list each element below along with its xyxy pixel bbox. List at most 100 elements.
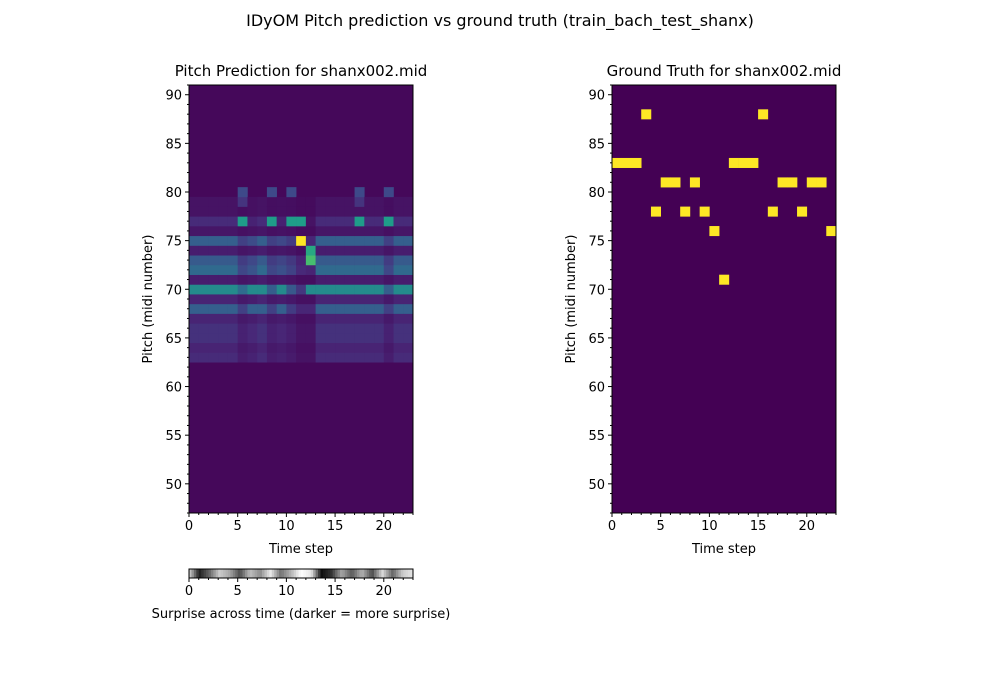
prediction-heatmap-cell <box>315 333 326 344</box>
surprise-strip-cell <box>232 569 236 578</box>
prediction-heatmap-cell <box>247 255 258 266</box>
surprise-strip-cell <box>313 569 317 578</box>
prediction-heatmap-cell <box>237 294 248 305</box>
prediction-heatmap-cell <box>198 196 209 207</box>
prediction-heatmap-cell <box>403 196 414 207</box>
surprise-strip-cell <box>245 569 248 578</box>
prediction-heatmap-cell <box>218 264 229 275</box>
prediction-heatmap-cell <box>208 196 219 207</box>
prediction-heatmap-cell <box>305 294 316 305</box>
prediction-heatmap-cell <box>305 303 316 314</box>
ground-truth-note-cell <box>806 177 817 188</box>
prediction-heatmap-cell <box>383 196 394 207</box>
prediction-heatmap-cell <box>305 342 316 353</box>
prediction-heatmap-cell <box>257 226 268 237</box>
surprise-strip-cell <box>218 569 222 578</box>
prediction-heatmap-cell <box>208 216 219 227</box>
surprise-strip-cell <box>203 569 207 578</box>
prediction-heatmap-cell <box>403 235 414 246</box>
ground-truth-y-tick-label: 50 <box>588 478 605 493</box>
prediction-heatmap-cell <box>189 333 200 344</box>
prediction-heatmap-cell <box>208 352 219 363</box>
prediction-heatmap-cell <box>344 323 355 334</box>
surprise-strip-cell <box>327 569 331 578</box>
prediction-heatmap-cell <box>276 284 287 295</box>
prediction-y-tick-label: 65 <box>165 332 182 347</box>
ground-truth-note-cell <box>738 157 749 168</box>
prediction-heatmap-cell <box>403 206 414 217</box>
surprise-strip-cell <box>391 569 394 578</box>
prediction-heatmap-cell <box>227 294 238 305</box>
prediction-heatmap-cell <box>237 274 248 285</box>
prediction-heatmap-cell <box>208 284 219 295</box>
prediction-heatmap-cell <box>325 294 336 305</box>
prediction-heatmap-cell <box>218 284 229 295</box>
surprise-strip-cell <box>189 569 192 578</box>
prediction-heatmap-cell <box>218 313 229 324</box>
prediction-heatmap-cell <box>383 333 394 344</box>
prediction-heatmap-cell <box>335 284 346 295</box>
prediction-heatmap-cell <box>286 303 297 314</box>
prediction-heatmap-cell <box>189 264 200 275</box>
prediction-heatmap-cell <box>335 313 346 324</box>
ground-truth-y-tick-label: 80 <box>588 186 605 201</box>
prediction-heatmap-cell <box>208 294 219 305</box>
prediction-heatmap-cell <box>335 216 346 227</box>
prediction-heatmap-cell <box>315 284 326 295</box>
prediction-heatmap-cell <box>296 206 307 217</box>
prediction-heatmap-cell <box>257 342 268 353</box>
surprise-strip-cell <box>374 569 377 578</box>
surprise-strip-cell <box>262 569 265 578</box>
surprise-strip-cell <box>220 569 224 578</box>
surprise-strip-cell <box>398 569 402 578</box>
prediction-heatmap-cell <box>189 235 200 246</box>
prediction-heatmap-cell <box>344 313 355 324</box>
prediction-heatmap-cell <box>189 303 200 314</box>
prediction-y-tick-label: 90 <box>165 89 182 104</box>
prediction-heatmap-cell <box>403 333 414 344</box>
prediction-heatmap-cell <box>198 226 209 237</box>
prediction-heatmap-cell <box>344 206 355 217</box>
prediction-heatmap-cell <box>227 196 238 207</box>
prediction-heatmap-cell <box>198 333 209 344</box>
surprise-strip-cell <box>337 569 341 578</box>
prediction-heatmap-cell <box>335 342 346 353</box>
prediction-heatmap-cell <box>344 196 355 207</box>
prediction-heatmap-cell <box>305 313 316 324</box>
prediction-heatmap-cell <box>296 245 307 256</box>
prediction-heatmap-cell <box>208 264 219 275</box>
surprise-strip-cell <box>366 569 370 578</box>
prediction-heatmap-cell <box>296 352 307 363</box>
prediction-heatmap-cell <box>325 323 336 334</box>
prediction-heatmap-cell <box>383 187 394 198</box>
prediction-x-tick-label: 5 <box>234 519 242 534</box>
surprise-strip-cell <box>315 569 319 578</box>
prediction-heatmap-cell <box>198 323 209 334</box>
prediction-x-tick-label: 10 <box>278 519 295 534</box>
prediction-heatmap-cell <box>393 264 404 275</box>
prediction-heatmap-cell <box>354 313 365 324</box>
prediction-heatmap-cell <box>305 284 316 295</box>
surprise-strip-cell <box>395 569 399 578</box>
surprise-strip-cell <box>257 569 261 578</box>
prediction-heatmap-cell <box>227 216 238 227</box>
prediction-heatmap-cell <box>335 206 346 217</box>
prediction-heatmap-cell <box>335 235 346 246</box>
surprise-strip-cell <box>332 569 336 578</box>
prediction-heatmap-cell <box>305 333 316 344</box>
prediction-heatmap-cell <box>276 196 287 207</box>
surprise-strip-cell <box>330 569 334 578</box>
surprise-strip-cell <box>296 569 299 578</box>
prediction-heatmap-cell <box>227 342 238 353</box>
prediction-heatmap-cell <box>364 352 375 363</box>
prediction-heatmap-cell <box>315 294 326 305</box>
prediction-heatmap-cell <box>325 255 336 266</box>
surprise-strip-cell <box>271 569 275 578</box>
surprise-strip-cell <box>210 569 214 578</box>
prediction-heatmap-cell <box>315 352 326 363</box>
prediction-heatmap-cell <box>247 216 258 227</box>
prediction-heatmap-cell <box>257 196 268 207</box>
prediction-heatmap-cell <box>393 216 404 227</box>
surprise-strip-cell <box>208 569 212 578</box>
prediction-heatmap-cell <box>189 255 200 266</box>
